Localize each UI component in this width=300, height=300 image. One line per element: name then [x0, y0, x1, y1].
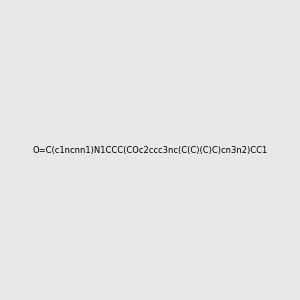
Text: O=C(c1ncnn1)N1CCC(COc2ccc3nc(C(C)(C)C)cn3n2)CC1: O=C(c1ncnn1)N1CCC(COc2ccc3nc(C(C)(C)C)cn…	[32, 146, 268, 154]
